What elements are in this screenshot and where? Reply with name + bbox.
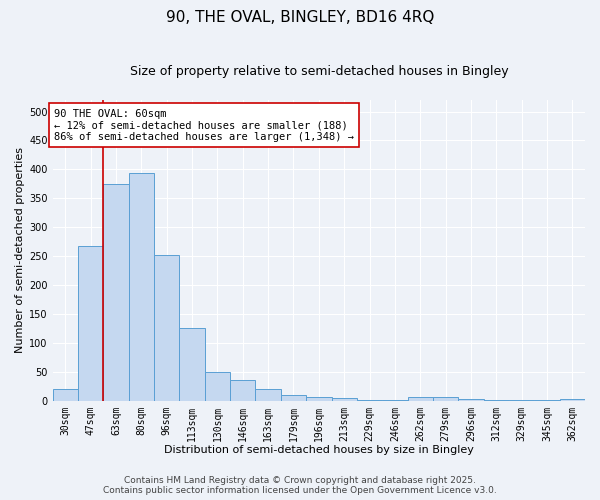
Bar: [256, 389, 281, 400]
Y-axis label: Number of semi-detached properties: Number of semi-detached properties: [15, 148, 25, 354]
Bar: [230, 380, 256, 400]
Bar: [560, 399, 585, 400]
Bar: [433, 398, 458, 400]
Bar: [103, 184, 129, 400]
Bar: [154, 255, 179, 400]
Bar: [205, 372, 230, 400]
Text: 90, THE OVAL, BINGLEY, BD16 4RQ: 90, THE OVAL, BINGLEY, BD16 4RQ: [166, 10, 434, 25]
Bar: [78, 246, 103, 400]
Text: 90 THE OVAL: 60sqm
← 12% of semi-detached houses are smaller (188)
86% of semi-d: 90 THE OVAL: 60sqm ← 12% of semi-detache…: [54, 108, 354, 142]
Bar: [332, 398, 357, 400]
Bar: [179, 328, 205, 400]
Bar: [53, 389, 78, 400]
Text: Contains HM Land Registry data © Crown copyright and database right 2025.
Contai: Contains HM Land Registry data © Crown c…: [103, 476, 497, 495]
Bar: [129, 174, 154, 400]
Bar: [407, 398, 433, 400]
Bar: [281, 395, 306, 400]
Bar: [458, 399, 484, 400]
Bar: [306, 398, 332, 400]
Title: Size of property relative to semi-detached houses in Bingley: Size of property relative to semi-detach…: [130, 65, 508, 78]
X-axis label: Distribution of semi-detached houses by size in Bingley: Distribution of semi-detached houses by …: [164, 445, 474, 455]
